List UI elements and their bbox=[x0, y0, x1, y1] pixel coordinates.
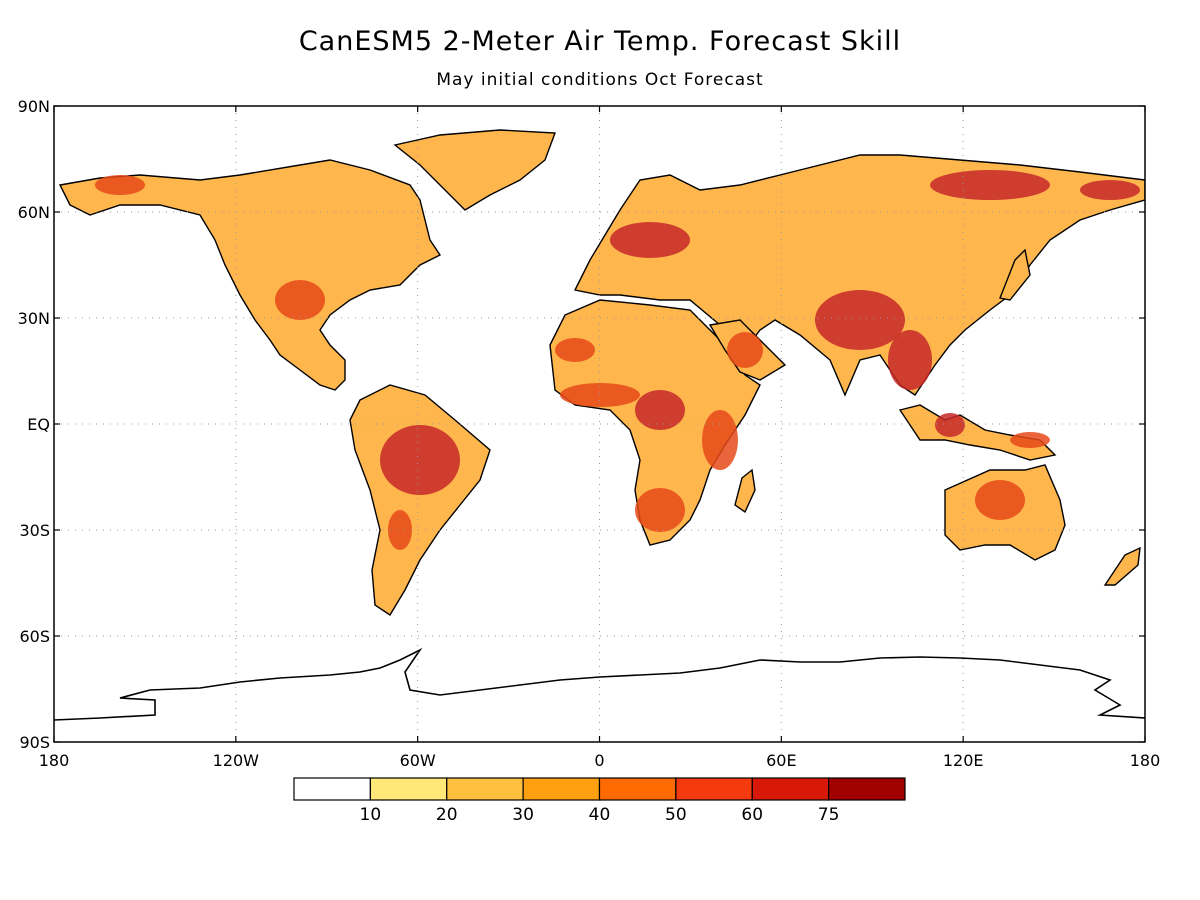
longitude-label: 180 bbox=[39, 751, 70, 770]
latitude-label: EQ bbox=[27, 415, 50, 434]
latitude-labels: 90N 60N 30N EQ 30S 60S 90S bbox=[18, 97, 50, 752]
colorbar-label: 60 bbox=[741, 805, 763, 825]
colorbar-label: 10 bbox=[360, 805, 382, 825]
longitude-label: 60E bbox=[766, 751, 796, 770]
map-title: CanESM5 2-Meter Air Temp. Forecast Skill bbox=[298, 26, 902, 57]
high-skill-patch bbox=[935, 413, 965, 437]
colorbar-swatch bbox=[369, 777, 448, 801]
latitude-label: 30N bbox=[18, 309, 50, 328]
colorbar-swatch bbox=[446, 777, 524, 801]
greenland-landmass bbox=[393, 129, 556, 211]
high-skill-patch bbox=[275, 280, 325, 320]
colorbar-label: 20 bbox=[436, 805, 458, 825]
colorbar-label: 50 bbox=[665, 805, 687, 825]
high-skill-patch bbox=[635, 488, 685, 532]
high-skill-patch bbox=[930, 170, 1050, 200]
axis-ticks bbox=[53, 105, 1146, 743]
high-skill-patch bbox=[555, 338, 595, 362]
high-skill-patch bbox=[610, 222, 690, 258]
longitude-labels: 180 120W 60W 0 60E 120E 180 bbox=[39, 751, 1161, 770]
latitude-label: 90N bbox=[18, 97, 50, 116]
north-america-landmass bbox=[58, 159, 442, 391]
latitude-label: 30S bbox=[19, 521, 50, 540]
high-skill-patch bbox=[95, 175, 145, 195]
colorbar-swatch bbox=[293, 777, 371, 801]
high-skill-patch bbox=[635, 390, 685, 430]
new-zealand-landmass bbox=[1103, 546, 1141, 586]
high-skill-patch bbox=[702, 410, 738, 470]
south-america-landmass bbox=[349, 384, 491, 616]
colorbar-label: 75 bbox=[818, 805, 840, 825]
madagascar-landmass bbox=[734, 468, 756, 514]
latitude-label: 60N bbox=[18, 203, 50, 222]
longitude-label: 120E bbox=[943, 751, 984, 770]
high-skill-patch bbox=[380, 425, 460, 495]
high-skill-patch bbox=[975, 480, 1025, 520]
high-skill-layer bbox=[95, 170, 1140, 550]
colorbar-swatch bbox=[598, 777, 677, 801]
longitude-label: 120W bbox=[213, 751, 260, 770]
antarctica-outline bbox=[53, 647, 1146, 721]
colorbar-swatch bbox=[522, 777, 601, 801]
colorbar-label: 30 bbox=[512, 805, 534, 825]
longitude-label: 180 bbox=[1130, 751, 1161, 770]
colorbar-swatch bbox=[675, 777, 753, 801]
map-subtitle: May initial conditions Oct Forecast bbox=[436, 70, 764, 90]
grid-lines bbox=[54, 106, 1145, 742]
high-skill-patch bbox=[388, 510, 412, 550]
colorbar-swatch bbox=[828, 777, 906, 801]
high-skill-patch bbox=[727, 332, 763, 368]
longitude-label: 60W bbox=[400, 751, 436, 770]
high-skill-patch bbox=[1010, 432, 1050, 448]
high-skill-patch bbox=[815, 290, 905, 350]
latitude-label: 60S bbox=[19, 627, 50, 646]
longitude-label: 0 bbox=[594, 751, 604, 770]
colorbar-label: 40 bbox=[589, 805, 611, 825]
land-layer bbox=[58, 129, 1145, 616]
high-skill-patch bbox=[1080, 180, 1140, 200]
latitude-label: 90S bbox=[19, 733, 50, 752]
high-skill-patch bbox=[560, 383, 640, 407]
colorbar-swatch bbox=[751, 777, 830, 801]
high-skill-patch bbox=[888, 330, 932, 390]
japan-landmass bbox=[999, 248, 1031, 301]
colorbar: 10 20 30 40 50 60 75 bbox=[293, 777, 906, 825]
